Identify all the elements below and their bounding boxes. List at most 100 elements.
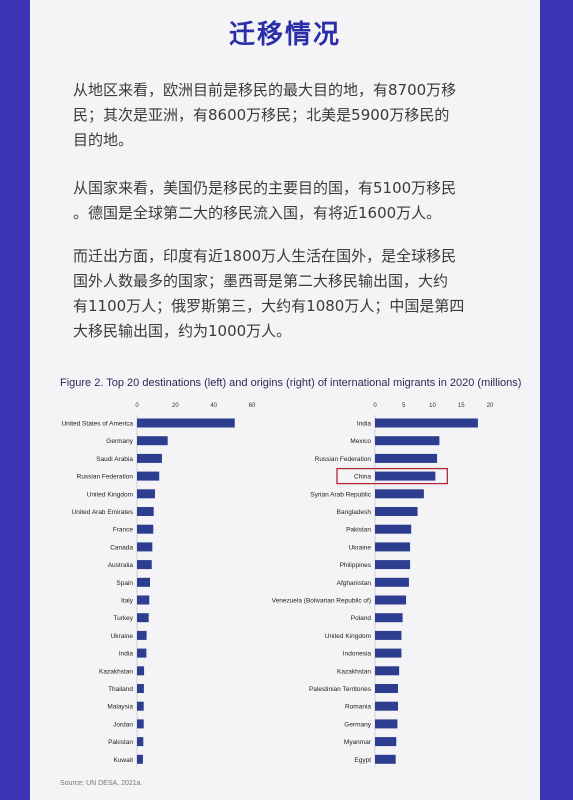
category-label: Ukraine [111,633,134,640]
bar [137,524,154,534]
paragraph-line: 国外人数最多的国家；墨西哥是第二大移民输出国，大约 [73,272,449,290]
x-tick-label: 0 [373,403,377,409]
bar [375,630,402,640]
category-label: Indonesia [343,651,372,658]
bar [137,542,153,552]
category-label: Saudi Arabia [96,456,133,463]
category-label: Egypt [354,757,371,764]
bar [375,701,398,711]
category-label: Kazakhstan [337,668,371,675]
category-label: Poland [351,615,372,622]
bar [137,630,147,640]
paragraph-line: 从地区来看，欧洲目前是移民的最大目的地，有8700万移 [73,81,457,99]
category-label: Afghanistan [337,580,372,587]
bar [375,489,424,499]
category-label: France [113,527,134,534]
category-label: United Kingdom [325,633,371,640]
bar [137,489,156,499]
paragraph-line: 大移民输出国，约为1000万人。 [73,322,292,340]
migrants-bar-charts: 0 20 40 60 United States of America Germany Sa… [61,403,494,768]
category-label: Italy [121,598,134,605]
category-label: India [357,421,371,428]
bar [375,453,438,463]
category-label: Thailand [108,686,133,693]
category-label: Romania [345,704,371,711]
category-label: India [119,651,133,658]
bar [375,719,398,729]
bar [375,577,409,587]
bar [137,560,152,570]
x-tick-label: 15 [458,403,465,409]
category-label: Turkey [113,615,133,622]
bar [137,471,160,481]
x-tick-label: 60 [249,403,256,409]
category-label: Germany [106,438,133,445]
category-label: Ukraine [349,544,372,551]
highlight-box [336,467,449,485]
bar [137,648,147,658]
paragraph-line: 目的地。 [73,131,134,149]
page-title: 迁移情况 [228,20,341,50]
category-label: Pakistan [108,739,133,746]
category-label: Venezuela (Bolivarian Republic of) [272,598,371,605]
bar [375,436,440,446]
bar [137,737,144,747]
bar [137,507,154,516]
category-label: China [354,474,371,481]
category-label: Bangladesh [337,509,372,516]
category-label: Philippines [340,562,372,569]
category-label: Mexico [350,438,371,445]
bar [375,524,412,534]
bar [375,418,478,428]
content-card: 迁移情况 从地区来看，欧洲目前是移民的最大目的地，有8700万移 民；其次是亚洲… [30,0,540,800]
x-tick-label: 40 [210,403,217,409]
category-label: Kazakhstan [99,668,133,675]
category-label: Pakistan [346,527,371,534]
category-label: Spain [116,580,133,587]
category-label: Germany [344,721,371,728]
x-tick-label: 20 [487,403,494,409]
x-tick-label: 0 [135,403,139,409]
bar [137,436,168,446]
category-label: Russian Federation [315,456,372,463]
category-label: Australia [108,562,134,569]
paragraph-line: 而迁出方面，印度有近1800万人生活在国外，是全球移民 [73,247,457,265]
bar [375,666,400,676]
bar [375,754,396,764]
category-label: Palestinian Territories [309,686,372,693]
category-label: Syrian Arab Republic [310,491,371,498]
bar [137,418,235,428]
bar [137,719,144,729]
category-label: Myanmar [344,739,372,746]
paragraph-countries: 从国家来看，美国仍是移民的主要目的国，有5100万移民 。德国是全球第二大的移民… [73,176,508,226]
figure-source: Source: UN DESA, 2021a. [60,780,143,787]
bar [375,613,403,623]
x-tick-label: 10 [429,403,436,409]
paragraph-regions: 从地区来看，欧洲目前是移民的最大目的地，有8700万移 民；其次是亚洲，有860… [73,78,508,153]
bar [375,471,436,481]
paragraph-line: 民；其次是亚洲，有8600万移民；北美是5900万移民的 [73,106,450,124]
paragraph-origins: 而迁出方面，印度有近1800万人生活在国外，是全球移民 国外人数最多的国家；墨西… [73,244,508,344]
bar [375,648,402,658]
bar [137,577,151,587]
x-tick-label: 5 [402,403,406,409]
bar [375,507,418,516]
bar [375,542,411,552]
bar [137,754,143,764]
figure-title: Figure 2. Top 20 destinations (left) and… [60,377,522,389]
bar [375,737,397,747]
bar [375,595,407,605]
bar [137,666,145,676]
category-label: United Kingdom [87,491,133,498]
category-label: Canada [110,544,133,551]
x-tick-label: 20 [172,403,179,409]
bar [375,684,398,693]
category-label: Kuwait [113,757,133,764]
category-label: Russian Federation [77,474,134,481]
bar [137,595,150,605]
bar [137,701,144,711]
bar [137,613,149,623]
category-label: United Arab Emirates [72,509,134,516]
category-label: United States of America [61,421,133,428]
paragraph-line: 从国家来看，美国仍是移民的主要目的国，有5100万移民 [73,179,457,197]
